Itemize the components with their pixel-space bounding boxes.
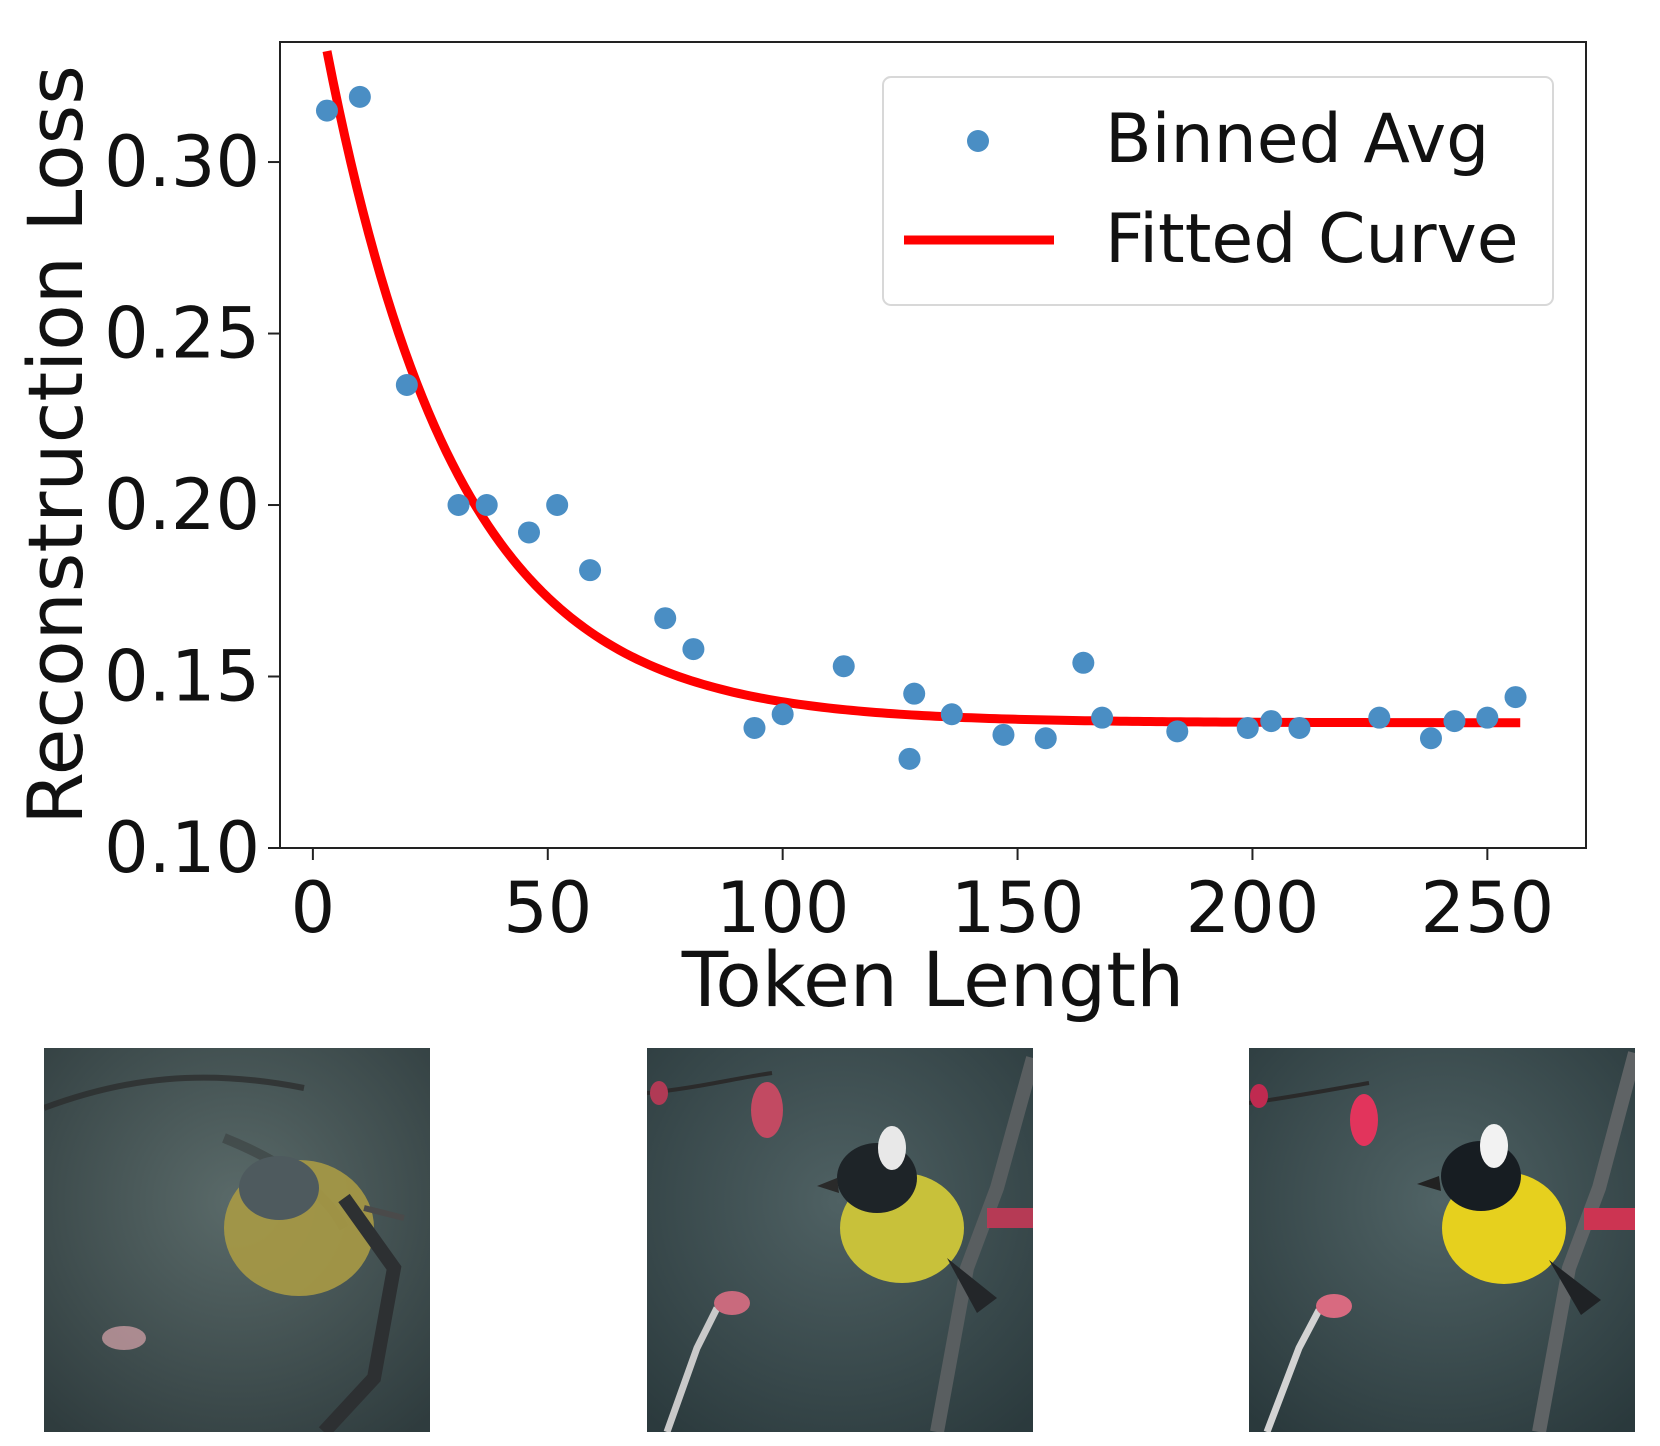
data-point [517, 521, 540, 544]
data-point [546, 494, 569, 517]
data-point [1034, 727, 1057, 750]
data-point [1260, 710, 1283, 733]
bird-blurry-icon [44, 1048, 430, 1432]
fitted-curve-line [322, 50, 1521, 728]
data-point [771, 703, 794, 726]
x-tick-label: 50 [503, 867, 592, 949]
data-point [992, 723, 1015, 746]
data-point [315, 99, 338, 122]
data-point [898, 747, 921, 770]
data-point [832, 655, 855, 678]
y-tick-label: 0.25 [104, 293, 260, 375]
data-point [1504, 686, 1527, 709]
x-axis-title: Token Length [681, 935, 1185, 1024]
data-point [348, 85, 371, 108]
scatter-points [315, 85, 1527, 770]
data-point [1476, 706, 1499, 729]
legend-label-fitted-curve: Fitted Curve [1105, 200, 1519, 279]
data-point [1288, 716, 1311, 739]
data-point [682, 638, 705, 661]
data-point [1072, 651, 1095, 674]
x-tick-label: 200 [1186, 867, 1320, 949]
reconstruction-image-medium [647, 1048, 1033, 1432]
y-tick-label: 0.20 [104, 464, 260, 546]
data-point [579, 559, 602, 582]
bird-sharp-icon [1249, 1048, 1635, 1432]
data-point [743, 716, 766, 739]
x-tick-label: 250 [1421, 867, 1555, 949]
reconstruction-image-short [44, 1048, 430, 1432]
data-point [475, 494, 498, 517]
legend-marker-binned-avg [967, 130, 989, 152]
x-tick-label: 150 [951, 867, 1085, 949]
legend: Binned Avg Fitted Curve [882, 76, 1554, 306]
reconstruction-image-long [1249, 1048, 1635, 1432]
legend-box [882, 76, 1554, 306]
data-point [1419, 727, 1442, 750]
data-point [447, 494, 470, 517]
x-tick-label: 100 [716, 867, 850, 949]
legend-label-binned-avg: Binned Avg [1105, 100, 1489, 179]
data-point [395, 373, 418, 396]
data-point [1166, 720, 1189, 743]
y-axis-title: Reconstruction Loss [11, 65, 100, 825]
data-point [1236, 716, 1259, 739]
x-ticks: 0 50 100 150 200 250 [291, 848, 1555, 949]
y-tick-label: 0.10 [104, 807, 260, 889]
y-tick-label: 0.15 [104, 636, 260, 718]
x-tick-label: 0 [291, 867, 336, 949]
data-point [903, 682, 926, 705]
data-point [1091, 706, 1114, 729]
plot-frame [279, 41, 1587, 849]
y-tick-label: 0.30 [104, 121, 260, 203]
data-point [1443, 710, 1466, 733]
loss-chart: 0.10 0.15 0.20 0.25 0.30 0 50 100 150 200 250 Tok… [11, 41, 1587, 1024]
data-point [940, 703, 963, 726]
bird-medium-icon [647, 1048, 1033, 1432]
y-ticks: 0.10 0.15 0.20 0.25 0.30 [104, 121, 280, 889]
data-point [654, 607, 677, 630]
data-point [1368, 706, 1391, 729]
